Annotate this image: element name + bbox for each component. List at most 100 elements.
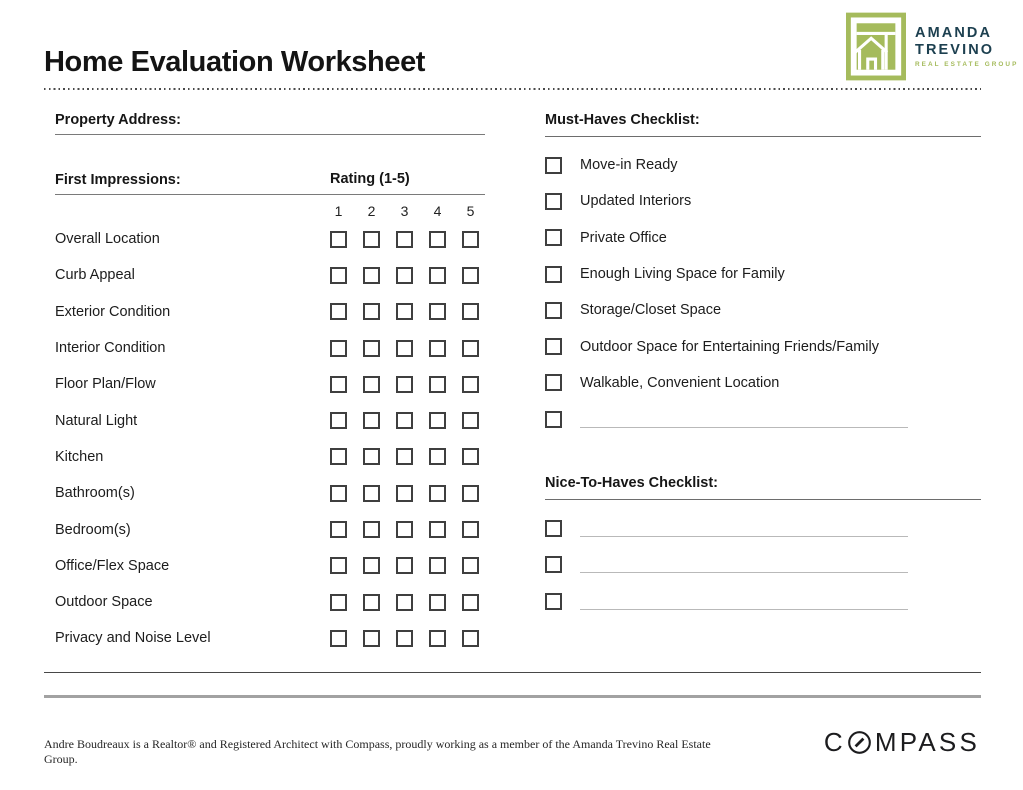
rating-checkbox-5[interactable] xyxy=(462,521,479,539)
compass-letter-c: C xyxy=(823,727,846,757)
rating-checkbox-2[interactable] xyxy=(363,230,380,248)
rating-checkbox-1[interactable] xyxy=(330,629,347,647)
rating-boxes xyxy=(330,412,479,430)
rating-checkbox-1[interactable] xyxy=(330,230,347,248)
rating-row-label: Natural Light xyxy=(55,412,138,429)
rating-checkbox-2[interactable] xyxy=(363,557,380,575)
rating-checkbox-1[interactable] xyxy=(330,521,347,539)
rating-checkbox-3[interactable] xyxy=(396,629,413,647)
rating-checkbox-2[interactable] xyxy=(363,339,380,357)
rating-heading: Rating (1-5) xyxy=(330,171,410,187)
rating-checkbox-5[interactable] xyxy=(462,448,479,466)
rating-checkbox-1[interactable] xyxy=(330,484,347,502)
rating-checkbox-5[interactable] xyxy=(462,339,479,357)
rating-checkbox-4[interactable] xyxy=(429,375,446,393)
write-in-line[interactable] xyxy=(580,520,908,538)
rating-checkbox-2[interactable] xyxy=(363,412,380,430)
rating-checkbox-4[interactable] xyxy=(429,303,446,321)
rating-checkbox-5[interactable] xyxy=(462,593,479,611)
rating-row-privacy-noise: Privacy and Noise Level xyxy=(55,620,485,656)
rating-scale-3: 3 xyxy=(400,203,409,219)
rating-boxes xyxy=(330,339,479,357)
rating-checkbox-1[interactable] xyxy=(330,339,347,357)
must-have-checkbox[interactable] xyxy=(545,338,562,356)
rating-checkbox-5[interactable] xyxy=(462,484,479,502)
rating-checkbox-1[interactable] xyxy=(330,266,347,284)
must-have-checkbox[interactable] xyxy=(545,156,562,174)
must-have-checkbox[interactable] xyxy=(545,265,562,283)
rating-checkbox-4[interactable] xyxy=(429,629,446,647)
rating-checkbox-5[interactable] xyxy=(462,303,479,321)
brand-text: AMANDA TREVINO REAL ESTATE GROUP xyxy=(915,25,1018,67)
rating-checkbox-2[interactable] xyxy=(363,266,380,284)
first-impressions-underline xyxy=(55,194,485,195)
rating-checkbox-5[interactable] xyxy=(462,375,479,393)
rating-checkbox-1[interactable] xyxy=(330,448,347,466)
rating-checkbox-1[interactable] xyxy=(330,593,347,611)
rating-checkbox-4[interactable] xyxy=(429,521,446,539)
rating-checkbox-2[interactable] xyxy=(363,629,380,647)
rating-checkbox-3[interactable] xyxy=(396,557,413,575)
must-have-checkbox[interactable] xyxy=(545,192,562,210)
rating-row-label: Bathroom(s) xyxy=(55,485,135,502)
dotted-divider xyxy=(44,88,981,90)
rating-checkbox-4[interactable] xyxy=(429,484,446,502)
rating-checkbox-4[interactable] xyxy=(429,230,446,248)
rating-checkbox-3[interactable] xyxy=(396,412,413,430)
write-in-line[interactable] xyxy=(580,556,908,574)
rating-checkbox-3[interactable] xyxy=(396,448,413,466)
must-have-label: Outdoor Space for Entertaining Friends/F… xyxy=(580,338,879,355)
rating-checkbox-3[interactable] xyxy=(396,230,413,248)
must-have-checkbox[interactable] xyxy=(545,229,562,247)
must-have-item-move-in-ready: Move-in Ready xyxy=(545,147,981,183)
rating-checkbox-1[interactable] xyxy=(330,412,347,430)
rating-checkbox-4[interactable] xyxy=(429,339,446,357)
rating-checkbox-2[interactable] xyxy=(363,593,380,611)
rating-checkbox-3[interactable] xyxy=(396,266,413,284)
rating-scale-row: 1 2 3 4 5 xyxy=(330,203,485,219)
rating-checkbox-1[interactable] xyxy=(330,375,347,393)
nice-to-have-checkbox[interactable] xyxy=(545,556,562,574)
must-have-checkbox[interactable] xyxy=(545,374,562,392)
rating-checkbox-1[interactable] xyxy=(330,303,347,321)
must-have-checkbox[interactable] xyxy=(545,410,562,428)
rating-checkbox-5[interactable] xyxy=(462,266,479,284)
must-have-checkbox[interactable] xyxy=(545,301,562,319)
rating-checkbox-2[interactable] xyxy=(363,375,380,393)
rating-checkbox-4[interactable] xyxy=(429,557,446,575)
write-in-line[interactable] xyxy=(580,411,908,428)
rating-checkbox-3[interactable] xyxy=(396,521,413,539)
rating-checkbox-4[interactable] xyxy=(429,266,446,284)
rating-checkbox-3[interactable] xyxy=(396,375,413,393)
rating-checkbox-4[interactable] xyxy=(429,593,446,611)
nice-to-have-checkbox[interactable] xyxy=(545,592,562,610)
rating-row-natural-light: Natural Light xyxy=(55,402,485,438)
property-address-label: Property Address: xyxy=(55,112,181,128)
must-haves-heading: Must-Haves Checklist: xyxy=(545,112,700,128)
rating-checkbox-5[interactable] xyxy=(462,629,479,647)
rating-checkbox-2[interactable] xyxy=(363,303,380,321)
rating-checkbox-3[interactable] xyxy=(396,339,413,357)
rating-row-interior-condition: Interior Condition xyxy=(55,330,485,366)
rating-checkbox-3[interactable] xyxy=(396,484,413,502)
compass-needle-o-icon xyxy=(848,731,871,754)
rating-checkbox-4[interactable] xyxy=(429,412,446,430)
rating-checkbox-3[interactable] xyxy=(396,593,413,611)
rating-checkbox-5[interactable] xyxy=(462,230,479,248)
rating-checkbox-1[interactable] xyxy=(330,557,347,575)
nice-to-have-item-blank xyxy=(545,510,981,546)
rating-checkbox-2[interactable] xyxy=(363,521,380,539)
property-address-write-line[interactable] xyxy=(55,134,485,135)
rating-checkbox-3[interactable] xyxy=(396,303,413,321)
must-haves-list: Move-in Ready Updated Interiors Private … xyxy=(545,147,981,437)
nice-to-have-checkbox[interactable] xyxy=(545,520,562,538)
rating-checkbox-4[interactable] xyxy=(429,448,446,466)
right-column: Must-Haves Checklist: Move-in Ready Upda… xyxy=(545,112,981,619)
brand-tagline: REAL ESTATE GROUP xyxy=(915,60,1019,68)
rating-checkbox-5[interactable] xyxy=(462,557,479,575)
write-in-line[interactable] xyxy=(580,593,908,610)
rating-checkbox-5[interactable] xyxy=(462,412,479,430)
rating-boxes xyxy=(330,521,479,539)
rating-checkbox-2[interactable] xyxy=(363,448,380,466)
rating-checkbox-2[interactable] xyxy=(363,484,380,502)
